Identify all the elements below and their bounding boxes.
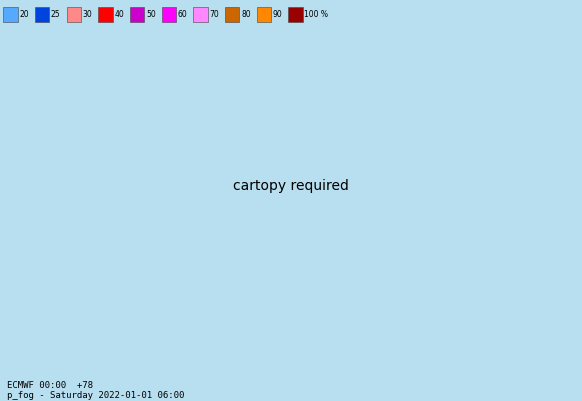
Text: 60: 60 bbox=[178, 10, 187, 19]
Text: 40: 40 bbox=[114, 10, 124, 19]
Text: 70: 70 bbox=[210, 10, 219, 19]
Bar bbox=[130, 7, 144, 22]
Bar bbox=[66, 7, 81, 22]
Bar bbox=[162, 7, 176, 22]
Text: 20: 20 bbox=[19, 10, 29, 19]
Text: cartopy required: cartopy required bbox=[233, 180, 349, 193]
Bar bbox=[289, 7, 303, 22]
Text: ECMWF 00:00  +78: ECMWF 00:00 +78 bbox=[8, 381, 94, 390]
Bar bbox=[225, 7, 239, 22]
Text: p_fog - Saturday 2022-01-01 06:00: p_fog - Saturday 2022-01-01 06:00 bbox=[8, 391, 185, 400]
Bar bbox=[257, 7, 271, 22]
Bar bbox=[193, 7, 208, 22]
Text: 90: 90 bbox=[273, 10, 282, 19]
Bar bbox=[35, 7, 49, 22]
Text: 30: 30 bbox=[83, 10, 93, 19]
Bar bbox=[98, 7, 113, 22]
Text: 50: 50 bbox=[146, 10, 156, 19]
Text: 100 %: 100 % bbox=[304, 10, 328, 19]
Text: 80: 80 bbox=[241, 10, 251, 19]
Bar bbox=[3, 7, 17, 22]
Text: 25: 25 bbox=[51, 10, 61, 19]
